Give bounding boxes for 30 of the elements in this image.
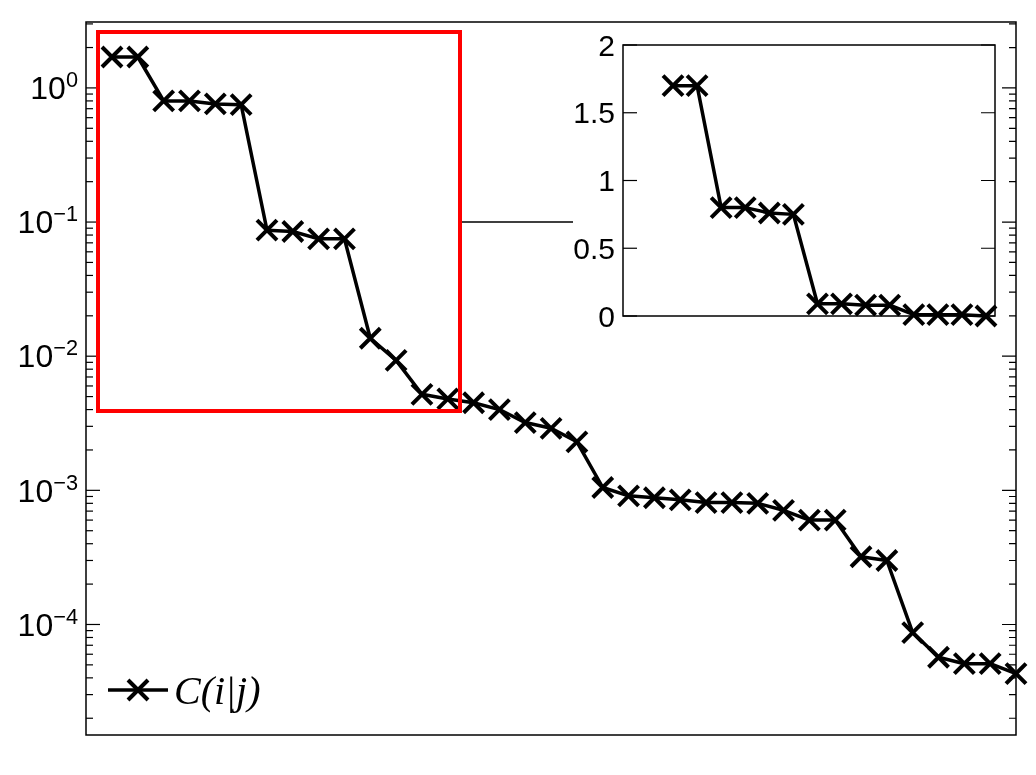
y-tick-label: 0.5 bbox=[573, 231, 615, 265]
point bbox=[564, 429, 589, 454]
point bbox=[539, 416, 564, 441]
y-tick-label: 0 bbox=[598, 299, 615, 333]
point bbox=[668, 487, 693, 512]
point bbox=[926, 645, 951, 670]
point bbox=[900, 620, 925, 645]
point bbox=[590, 475, 615, 500]
legend-label: C(i|j) bbox=[174, 668, 261, 713]
point bbox=[642, 485, 667, 510]
y-tick-label: 10$^{−3}$ bbox=[17, 469, 78, 509]
y-tick-label: 10$^{0}$ bbox=[30, 66, 78, 107]
point bbox=[771, 498, 796, 523]
point bbox=[358, 326, 383, 351]
point bbox=[461, 390, 486, 415]
y-tick-label: 10$^{−1}$ bbox=[17, 200, 78, 241]
point bbox=[384, 348, 409, 373]
point bbox=[513, 410, 538, 435]
y-tick-label: 1.5 bbox=[573, 96, 615, 130]
point bbox=[487, 397, 512, 422]
point bbox=[616, 483, 641, 508]
point bbox=[409, 382, 434, 407]
point bbox=[849, 544, 874, 569]
point bbox=[435, 386, 460, 411]
y-tick-label: 10$^{−4}$ bbox=[17, 603, 78, 643]
y-tick-label: 10$^{−2}$ bbox=[17, 334, 78, 375]
y-tick-label: 1 bbox=[598, 164, 615, 197]
point bbox=[1004, 661, 1028, 686]
point bbox=[874, 548, 899, 573]
y-tick-label: 2 bbox=[598, 28, 615, 62]
